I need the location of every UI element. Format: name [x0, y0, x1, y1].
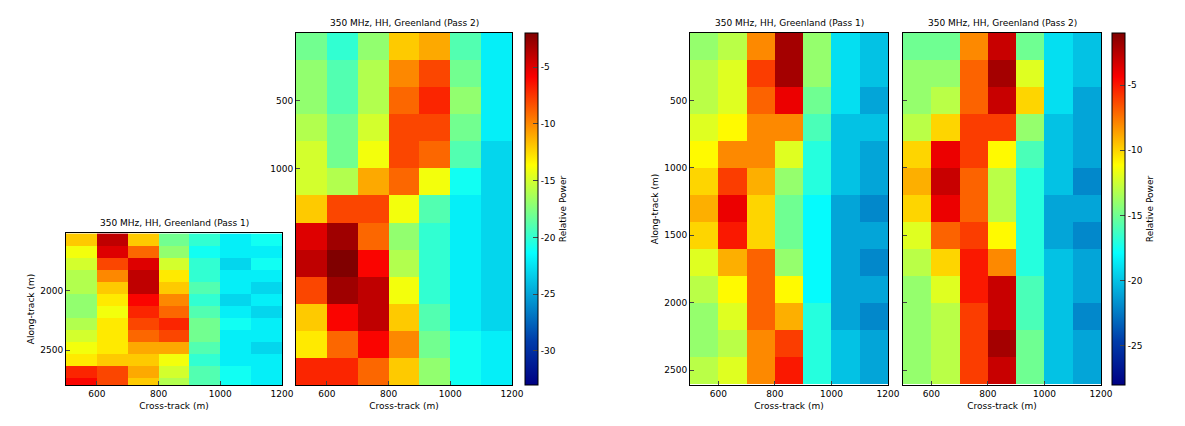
svg-text:Along-track (m): Along-track (m): [650, 174, 660, 244]
svg-text:-5: -5: [1128, 80, 1137, 90]
svg-text:800: 800: [979, 389, 996, 399]
svg-text:1000: 1000: [439, 389, 462, 399]
svg-text:500: 500: [276, 96, 293, 106]
svg-text:-20: -20: [541, 233, 556, 243]
svg-text:-10: -10: [541, 119, 556, 129]
svg-text:600: 600: [318, 389, 335, 399]
svg-text:-15: -15: [541, 176, 556, 186]
svg-text:1200: 1200: [1090, 389, 1113, 399]
svg-text:2000: 2000: [40, 286, 63, 296]
svg-text:-25: -25: [541, 289, 556, 299]
svg-text:350 MHz, HH, Greenland (Pass 2: 350 MHz, HH, Greenland (Pass 2): [928, 18, 1077, 28]
svg-text:-30: -30: [541, 346, 556, 356]
svg-text:1000: 1000: [1033, 389, 1056, 399]
svg-text:350 MHz, HH, Greenland (Pass 2: 350 MHz, HH, Greenland (Pass 2): [330, 18, 479, 28]
svg-text:500: 500: [670, 96, 687, 106]
svg-text:350 MHz, HH, Greenland (Pass 1: 350 MHz, HH, Greenland (Pass 1): [100, 218, 249, 228]
svg-text:Relative Power: Relative Power: [558, 176, 568, 243]
svg-text:1200: 1200: [501, 389, 524, 399]
svg-text:600: 600: [923, 389, 940, 399]
svg-text:800: 800: [150, 389, 167, 399]
svg-text:1200: 1200: [877, 389, 900, 399]
svg-text:-10: -10: [1128, 145, 1143, 155]
svg-text:600: 600: [88, 389, 105, 399]
svg-text:Cross-track (m): Cross-track (m): [369, 401, 438, 411]
svg-text:-25: -25: [1128, 341, 1143, 351]
svg-text:Cross-track (m): Cross-track (m): [139, 401, 208, 411]
svg-text:2500: 2500: [40, 345, 63, 355]
svg-text:-15: -15: [1128, 211, 1143, 221]
svg-text:1000: 1000: [664, 163, 687, 173]
svg-text:1000: 1000: [270, 164, 293, 174]
svg-text:2500: 2500: [664, 365, 687, 375]
svg-text:-20: -20: [1128, 276, 1143, 286]
svg-text:1000: 1000: [209, 389, 232, 399]
svg-text:2000: 2000: [664, 298, 687, 308]
svg-text:1500: 1500: [664, 230, 687, 240]
svg-text:600: 600: [710, 389, 727, 399]
svg-text:Relative Power: Relative Power: [1145, 176, 1155, 243]
svg-text:800: 800: [380, 389, 397, 399]
svg-text:1000: 1000: [820, 389, 843, 399]
svg-text:Along-track (m): Along-track (m): [26, 274, 36, 344]
svg-text:800: 800: [766, 389, 783, 399]
svg-text:Cross-track (m): Cross-track (m): [754, 401, 823, 411]
svg-text:Cross-track (m): Cross-track (m): [967, 401, 1036, 411]
svg-text:1200: 1200: [271, 389, 294, 399]
svg-text:-5: -5: [541, 62, 550, 72]
svg-text:350 MHz, HH, Greenland (Pass 1: 350 MHz, HH, Greenland (Pass 1): [715, 18, 864, 28]
